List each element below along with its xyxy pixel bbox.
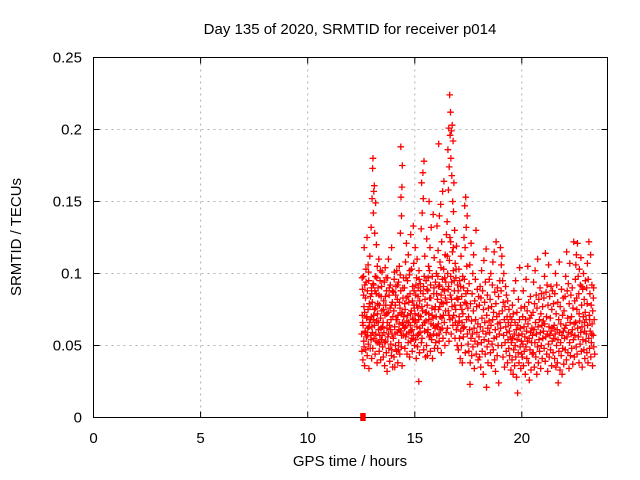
gridlines: [93, 57, 608, 418]
y-tick-label: 0: [74, 410, 82, 427]
y-axis-label: SRMTID / TECUs: [8, 178, 25, 296]
x-axis-label: GPS time / hours: [293, 453, 407, 470]
axis-ticks: [93, 57, 608, 418]
x-tick-label: 15: [406, 430, 423, 447]
zero-data-marker: [360, 413, 366, 421]
y-tick-label: 0.1: [61, 266, 82, 283]
chart-title: Day 135 of 2020, SRMTID for receiver p01…: [204, 21, 497, 38]
y-tick-label: 0.25: [53, 50, 82, 67]
plot-border: [93, 57, 608, 418]
x-tick-labels: 0 5 10 15 20: [89, 430, 530, 447]
y-tick-labels: 0 0.05 0.1 0.15 0.2 0.25: [53, 50, 82, 427]
y-tick-label: 0.15: [53, 194, 82, 211]
y-tick-label: 0.05: [53, 338, 82, 355]
x-tick-label: 0: [89, 430, 97, 447]
data-points: [358, 91, 598, 397]
y-tick-label: 0.2: [61, 122, 82, 139]
x-tick-label: 5: [196, 430, 204, 447]
x-tick-label: 20: [513, 430, 530, 447]
x-tick-label: 10: [299, 430, 316, 447]
